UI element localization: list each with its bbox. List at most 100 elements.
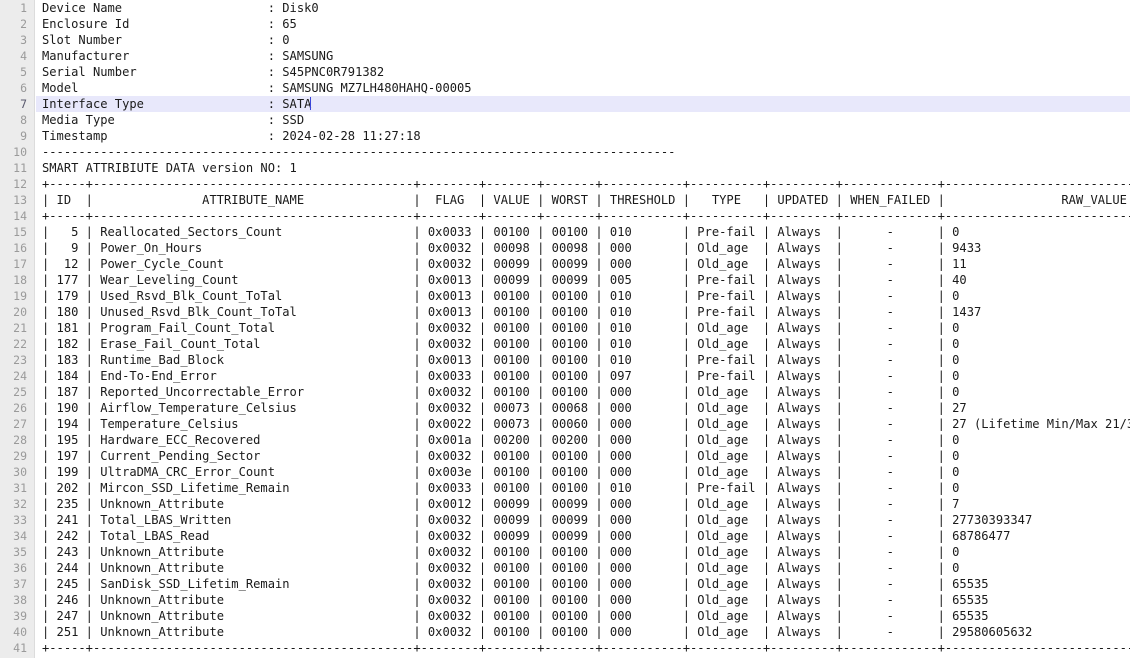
- line-text: Model : SAMSUNG MZ7LH480HAHQ-00005: [42, 81, 472, 95]
- line-background: | 177 | Wear_Leveling_Count | 0x0013 | 0…: [36, 272, 1130, 288]
- line-background: | 245 | SanDisk_SSD_Lifetim_Remain | 0x0…: [36, 576, 1130, 592]
- editor-line[interactable]: 11 SMART ATTRIBIUTE DATA version NO: 1: [0, 160, 1130, 176]
- line-number: 26: [13, 401, 27, 415]
- editor-line[interactable]: 20 | 180 | Unused_Rsvd_Blk_Count_ToTal | …: [0, 304, 1130, 320]
- line-number: 6: [20, 81, 27, 95]
- line-text: | 179 | Used_Rsvd_Blk_Count_ToTal | 0x00…: [42, 289, 1130, 303]
- editor-line[interactable]: 19 | 179 | Used_Rsvd_Blk_Count_ToTal | 0x…: [0, 288, 1130, 304]
- line-background: | 241 | Total_LBAS_Written | 0x0032 | 00…: [36, 512, 1130, 528]
- line-text: | 182 | Erase_Fail_Count_Total | 0x0032 …: [42, 337, 1130, 351]
- editor-line[interactable]: 33 | 241 | Total_LBAS_Written | 0x0032 | …: [0, 512, 1130, 528]
- line-background: | 246 | Unknown_Attribute | 0x0032 | 001…: [36, 592, 1130, 608]
- line-background: | 180 | Unused_Rsvd_Blk_Count_ToTal | 0x…: [36, 304, 1130, 320]
- editor-line[interactable]: 30 | 199 | UltraDMA_CRC_Error_Count | 0x0…: [0, 464, 1130, 480]
- line-background: | ID | ATTRIBUTE_NAME | FLAG | VALUE | W…: [36, 192, 1130, 208]
- line-text: | 180 | Unused_Rsvd_Blk_Count_ToTal | 0x…: [42, 305, 1130, 319]
- line-text: | 199 | UltraDMA_CRC_Error_Count | 0x003…: [42, 465, 1130, 479]
- line-background: | 197 | Current_Pending_Sector | 0x0032 …: [36, 448, 1130, 464]
- editor-line[interactable]: 16 | 9 | Power_On_Hours | 0x0032 | 00098 …: [0, 240, 1130, 256]
- line-background: +-----+---------------------------------…: [36, 176, 1130, 192]
- editor-line[interactable]: 29 | 197 | Current_Pending_Sector | 0x003…: [0, 448, 1130, 464]
- line-text: | 242 | Total_LBAS_Read | 0x0032 | 00099…: [42, 529, 1130, 543]
- line-number: 4: [20, 49, 27, 63]
- line-text: | 183 | Runtime_Bad_Block | 0x0013 | 001…: [42, 353, 1130, 367]
- line-text: | 235 | Unknown_Attribute | 0x0012 | 000…: [42, 497, 1130, 511]
- editor-line[interactable]: 36 | 244 | Unknown_Attribute | 0x0032 | 0…: [0, 560, 1130, 576]
- line-background: Manufacturer : SAMSUNG: [36, 48, 1130, 64]
- editor-line[interactable]: 13 | ID | ATTRIBUTE_NAME | FLAG | VALUE |…: [0, 192, 1130, 208]
- line-background: Slot Number : 0: [36, 32, 1130, 48]
- editor-line[interactable]: 41 +-----+-------------------------------…: [0, 640, 1130, 656]
- editor-line[interactable]: 8 Media Type : SSD: [0, 112, 1130, 128]
- editor-line[interactable]: 4 Manufacturer : SAMSUNG: [0, 48, 1130, 64]
- line-number: 25: [13, 385, 27, 399]
- line-background: | 244 | Unknown_Attribute | 0x0032 | 001…: [36, 560, 1130, 576]
- line-text: SMART ATTRIBIUTE DATA version NO: 1: [42, 161, 297, 175]
- line-background: | 9 | Power_On_Hours | 0x0032 | 00098 | …: [36, 240, 1130, 256]
- line-number: 12: [13, 177, 27, 191]
- line-number: 9: [20, 129, 27, 143]
- editor-line[interactable]: 18 | 177 | Wear_Leveling_Count | 0x0013 |…: [0, 272, 1130, 288]
- editor-line[interactable]: 34 | 242 | Total_LBAS_Read | 0x0032 | 000…: [0, 528, 1130, 544]
- line-text: Manufacturer : SAMSUNG: [42, 49, 334, 63]
- line-text: | 184 | End-To-End_Error | 0x0033 | 0010…: [42, 369, 1130, 383]
- editor-line[interactable]: 17 | 12 | Power_Cycle_Count | 0x0032 | 00…: [0, 256, 1130, 272]
- editor-line[interactable]: 5 Serial Number : S45PNC0R791382: [0, 64, 1130, 80]
- editor-line[interactable]: 21 | 181 | Program_Fail_Count_Total | 0x0…: [0, 320, 1130, 336]
- line-number: 11: [13, 161, 27, 175]
- line-text: | ID | ATTRIBUTE_NAME | FLAG | VALUE | W…: [42, 193, 1130, 207]
- editor-line[interactable]: 6 Model : SAMSUNG MZ7LH480HAHQ-00005: [0, 80, 1130, 96]
- editor-line[interactable]: 14 +-----+-------------------------------…: [0, 208, 1130, 224]
- line-background: | 12 | Power_Cycle_Count | 0x0032 | 0009…: [36, 256, 1130, 272]
- editor-line[interactable]: 26 | 190 | Airflow_Temperature_Celsius | …: [0, 400, 1130, 416]
- line-background: Media Type : SSD: [36, 112, 1130, 128]
- editor-line[interactable]: 24 | 184 | End-To-End_Error | 0x0033 | 00…: [0, 368, 1130, 384]
- editor-line[interactable]: 23 | 183 | Runtime_Bad_Block | 0x0013 | 0…: [0, 352, 1130, 368]
- line-background: SMART ATTRIBIUTE DATA version NO: 1: [36, 160, 1130, 176]
- line-text: | 12 | Power_Cycle_Count | 0x0032 | 0009…: [42, 257, 1130, 271]
- line-text: ----------------------------------------…: [42, 145, 676, 159]
- line-number: 13: [13, 193, 27, 207]
- editor-line[interactable]: 28 | 195 | Hardware_ECC_Recovered | 0x001…: [0, 432, 1130, 448]
- editor-line[interactable]: 31 | 202 | Mircon_SSD_Lifetime_Remain | 0…: [0, 480, 1130, 496]
- editor-line[interactable]: 38 | 246 | Unknown_Attribute | 0x0032 | 0…: [0, 592, 1130, 608]
- line-text: | 243 | Unknown_Attribute | 0x0032 | 001…: [42, 545, 1130, 559]
- line-text: Timestamp : 2024-02-28 11:27:18: [42, 129, 421, 143]
- line-text: | 245 | SanDisk_SSD_Lifetim_Remain | 0x0…: [42, 577, 1130, 591]
- line-text: Device Name : Disk0: [42, 1, 319, 15]
- editor-line[interactable]: 32 | 235 | Unknown_Attribute | 0x0012 | 0…: [0, 496, 1130, 512]
- line-number: 15: [13, 225, 27, 239]
- editor-line[interactable]: 9 Timestamp : 2024-02-28 11:27:18: [0, 128, 1130, 144]
- editor-line[interactable]: 39 | 247 | Unknown_Attribute | 0x0032 | 0…: [0, 608, 1130, 624]
- line-background: | 195 | Hardware_ECC_Recovered | 0x001a …: [36, 432, 1130, 448]
- editor-line[interactable]: 27 | 194 | Temperature_Celsius | 0x0022 |…: [0, 416, 1130, 432]
- editor-line[interactable]: 22 | 182 | Erase_Fail_Count_Total | 0x003…: [0, 336, 1130, 352]
- line-text: | 187 | Reported_Uncorrectable_Error | 0…: [42, 385, 1130, 399]
- line-background: ----------------------------------------…: [36, 144, 1130, 160]
- editor-line[interactable]: 35 | 243 | Unknown_Attribute | 0x0032 | 0…: [0, 544, 1130, 560]
- editor-line[interactable]: 37 | 245 | SanDisk_SSD_Lifetim_Remain | 0…: [0, 576, 1130, 592]
- line-number: 16: [13, 241, 27, 255]
- line-number: 37: [13, 577, 27, 591]
- editor-line[interactable]: 15 | 5 | Reallocated_Sectors_Count | 0x00…: [0, 224, 1130, 240]
- line-text: Slot Number : 0: [42, 33, 290, 47]
- editor-line[interactable]: 25 | 187 | Reported_Uncorrectable_Error |…: [0, 384, 1130, 400]
- line-text: | 181 | Program_Fail_Count_Total | 0x003…: [42, 321, 1130, 335]
- editor-line-active[interactable]: 7 Interface Type : SATA: [0, 96, 1130, 112]
- editor-line[interactable]: 3 Slot Number : 0: [0, 32, 1130, 48]
- line-number-gutter: [0, 0, 35, 658]
- line-text: +-----+---------------------------------…: [42, 209, 1130, 223]
- editor-line[interactable]: 1 Device Name : Disk0: [0, 0, 1130, 16]
- line-background: | 247 | Unknown_Attribute | 0x0032 | 001…: [36, 608, 1130, 624]
- line-background: | 182 | Erase_Fail_Count_Total | 0x0032 …: [36, 336, 1130, 352]
- line-number: 21: [13, 321, 27, 335]
- editor-line[interactable]: 12 +-----+-------------------------------…: [0, 176, 1130, 192]
- editor-line[interactable]: 10 --------------------------------------…: [0, 144, 1130, 160]
- line-number: 3: [20, 33, 27, 47]
- line-number: 8: [20, 113, 27, 127]
- line-background: Enclosure Id : 65: [36, 16, 1130, 32]
- editor-line[interactable]: 2 Enclosure Id : 65: [0, 16, 1130, 32]
- editor-line[interactable]: 40 | 251 | Unknown_Attribute | 0x0032 | 0…: [0, 624, 1130, 640]
